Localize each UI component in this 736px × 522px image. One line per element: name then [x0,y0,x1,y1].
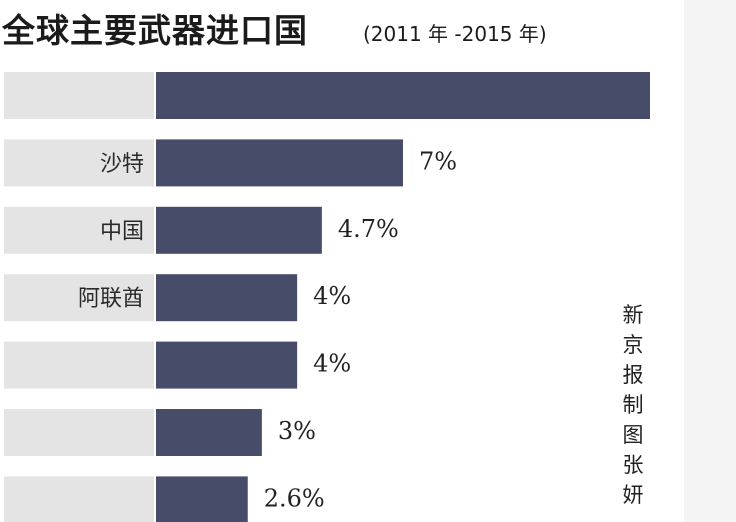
bar [156,206,322,254]
bar [156,139,403,187]
category-label-box [4,139,154,187]
credit-text: 新京报制图张妍 [622,303,644,507]
right-edge-strip [684,0,736,522]
category-label-box [4,206,154,254]
value-label: 2.6% [264,484,325,512]
bar [156,341,298,389]
bar [156,274,298,322]
value-label: 4% [313,350,351,378]
value-label: 3% [278,417,316,445]
value-label: 4.7% [338,215,399,243]
value-label: 7% [419,147,457,175]
category-label-box [4,476,154,522]
category-label-box [4,341,154,389]
category-label: 阿联酋 [78,287,144,312]
bar [156,409,262,456]
chart-title: 全球主要武器进口国 [2,11,308,50]
category-label-box [4,274,154,322]
bar [156,476,248,522]
category-label-box [4,72,154,119]
category-label: 沙特 [100,152,144,177]
category-label-box [4,409,154,456]
chart-subtitle: (2011 年 -2015 年) [363,22,547,46]
value-label: 4% [313,282,351,310]
bar [156,72,650,119]
category-label: 中国 [100,219,144,244]
